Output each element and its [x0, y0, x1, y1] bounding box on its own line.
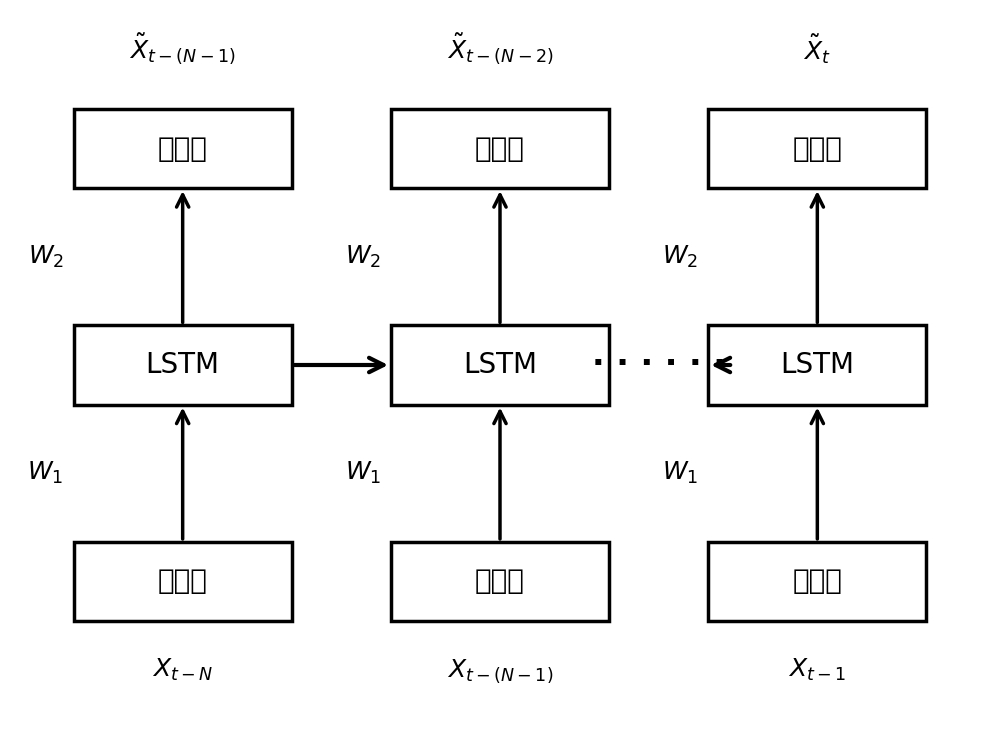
Text: $\tilde{X}_{t-(N-1)}$: $\tilde{X}_{t-(N-1)}$	[129, 31, 236, 66]
Text: $X_{t-(N-1)}$: $X_{t-(N-1)}$	[447, 657, 553, 685]
Bar	[391, 109, 609, 188]
Text: · · · · · ·: · · · · · ·	[592, 348, 726, 382]
Bar	[74, 542, 292, 621]
Text: $W_1$: $W_1$	[345, 460, 381, 486]
Text: 输入层: 输入层	[475, 567, 525, 596]
Text: LSTM: LSTM	[146, 351, 220, 379]
Bar	[391, 542, 609, 621]
Text: $\tilde{X}_{t-(N-2)}$: $\tilde{X}_{t-(N-2)}$	[447, 31, 553, 66]
Bar	[708, 109, 926, 188]
Bar	[74, 326, 292, 404]
Bar	[708, 542, 926, 621]
Text: 输入层: 输入层	[792, 567, 842, 596]
Text: 输出层: 输出层	[792, 134, 842, 163]
Text: $W_1$: $W_1$	[662, 460, 698, 486]
Text: $X_{t-N}$: $X_{t-N}$	[152, 657, 213, 683]
Text: 输出层: 输出层	[158, 134, 208, 163]
Text: 输入层: 输入层	[158, 567, 208, 596]
Bar	[74, 109, 292, 188]
Text: 输出层: 输出层	[475, 134, 525, 163]
Text: $X_{t-1}$: $X_{t-1}$	[788, 657, 846, 683]
Bar	[391, 326, 609, 404]
Text: $W_1$: $W_1$	[27, 460, 64, 486]
Text: $W_2$: $W_2$	[28, 244, 64, 270]
Text: LSTM: LSTM	[780, 351, 854, 379]
Text: $W_2$: $W_2$	[345, 244, 381, 270]
Text: LSTM: LSTM	[463, 351, 537, 379]
Text: $W_2$: $W_2$	[662, 244, 698, 270]
Text: $\tilde{X}_t$: $\tilde{X}_t$	[803, 32, 831, 66]
Bar	[708, 326, 926, 404]
